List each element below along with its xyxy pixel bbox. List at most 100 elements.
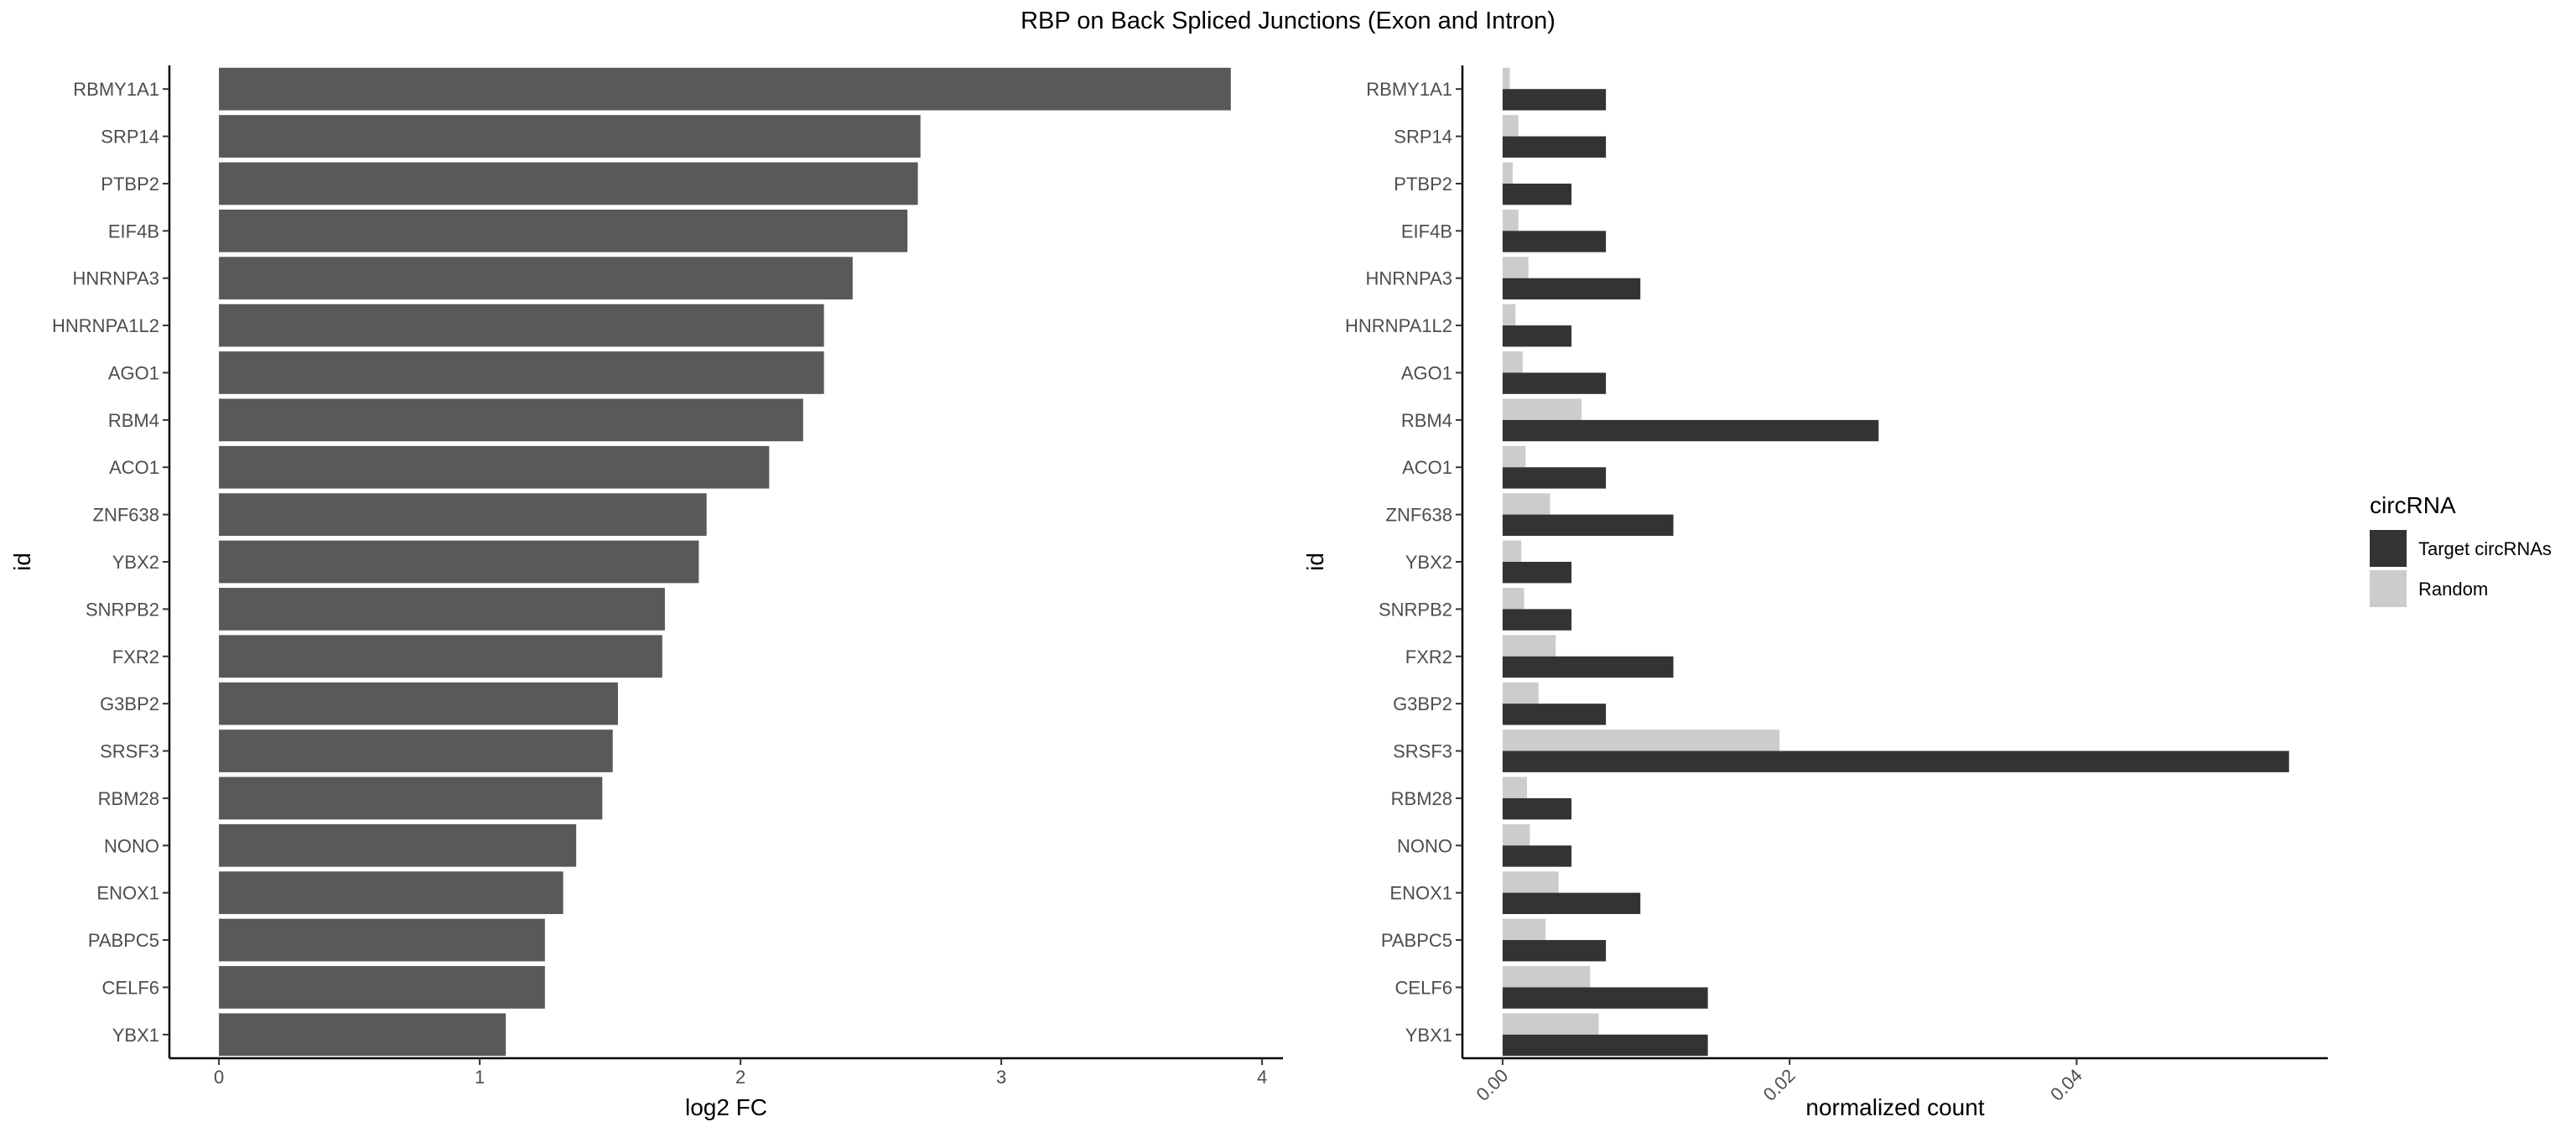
- y-tick-label: SNRPB2: [1379, 599, 1452, 620]
- bar-random-aco1: [1502, 445, 1526, 468]
- legend-title: circRNA: [2370, 492, 2456, 518]
- bar-pabpc5: [219, 918, 545, 962]
- bar-random-snrpb2: [1502, 588, 1524, 610]
- bar-random-g3bp2: [1502, 682, 1539, 704]
- bar-eif4b: [219, 209, 908, 252]
- legend-swatch-target-circrnas: [2370, 530, 2407, 567]
- y-tick-label: CELF6: [102, 977, 159, 998]
- bar-target-srsf3: [1502, 750, 2289, 772]
- bar-target-hnrnpa1l2: [1502, 325, 1572, 347]
- x-tick-label: 0: [214, 1067, 224, 1088]
- y-tick-label: SNRPB2: [86, 599, 159, 620]
- bar-random-nono: [1502, 823, 1530, 846]
- y-tick-label: RBMY1A1: [73, 79, 159, 100]
- y-tick-label: PTBP2: [1394, 174, 1452, 195]
- bar-target-aco1: [1502, 467, 1607, 489]
- bar-target-nono: [1502, 845, 1572, 867]
- x-tick-label: 0.00: [1472, 1065, 1512, 1105]
- bar-random-ago1: [1502, 351, 1523, 373]
- y-tick-label: RBM4: [108, 410, 159, 431]
- bar-target-eif4b: [1502, 231, 1607, 252]
- bar-target-rbm4: [1502, 419, 1879, 442]
- y-tick-label: G3BP2: [1393, 693, 1452, 714]
- y-axis-label: id: [1302, 553, 1328, 571]
- y-tick-label: YBX1: [1405, 1025, 1452, 1046]
- x-tick-label: 2: [735, 1067, 745, 1088]
- y-tick-label: RBMY1A1: [1366, 79, 1452, 100]
- bar-ago1: [219, 351, 824, 394]
- bar-target-g3bp2: [1502, 704, 1607, 725]
- y-tick-label: HNRNPA3: [1365, 268, 1452, 289]
- x-tick-label: 1: [475, 1067, 485, 1088]
- bar-random-eif4b: [1502, 209, 1519, 231]
- bar-target-rbm28: [1502, 797, 1572, 820]
- bar-random-hnrnpa3: [1502, 257, 1529, 278]
- y-tick-label: EIF4B: [1401, 221, 1452, 242]
- legend: circRNA Target circRNAs Random: [2370, 492, 2552, 607]
- y-tick-label: NONO: [104, 835, 159, 856]
- y-tick-label: ENOX1: [96, 883, 159, 904]
- y-tick-label: PTBP2: [101, 174, 159, 195]
- bar-random-enox1: [1502, 871, 1559, 893]
- y-tick-label: YBX2: [112, 552, 159, 573]
- bar-znf638: [219, 493, 707, 536]
- bar-random-ptbp2: [1502, 162, 1513, 184]
- bar-rbmy1a1: [219, 67, 1231, 111]
- y-tick-label: SRSF3: [1393, 741, 1452, 762]
- y-tick-label: HNRNPA3: [72, 268, 159, 289]
- y-tick-label: SRP14: [101, 127, 159, 148]
- bar-target-srp14: [1502, 136, 1607, 158]
- bar-ptbp2: [219, 162, 918, 205]
- log2fc-bar-panel: RBMY1A1 SRP14 PTBP2 EIF4B HNRNPA3 HNRNPA1L2 AG…: [9, 65, 1283, 1120]
- x-tick-label: 0.04: [2046, 1065, 2086, 1105]
- bar-random-znf638: [1502, 493, 1550, 515]
- y-tick-label: HNRNPA1L2: [52, 315, 159, 336]
- bar-rbm28: [219, 776, 603, 820]
- y-tick-label: ENOX1: [1389, 883, 1452, 904]
- chart-title: RBP on Back Spliced Junctions (Exon and …: [1021, 8, 1555, 34]
- y-tick-label: HNRNPA1L2: [1345, 315, 1452, 336]
- y-tick-label: RBM28: [1391, 788, 1452, 809]
- y-tick-label: ZNF638: [1386, 505, 1452, 526]
- bar-target-hnrnpa3: [1502, 278, 1641, 300]
- bar-target-ago1: [1502, 372, 1607, 394]
- bar-random-pabpc5: [1502, 918, 1546, 941]
- y-tick-label: YBX2: [1405, 552, 1452, 573]
- bar-ybx1: [219, 1013, 506, 1057]
- y-tick-label: NONO: [1397, 835, 1452, 856]
- legend-label-random: Random: [2418, 579, 2488, 600]
- bar-random-hnrnpa1l2: [1502, 304, 1516, 326]
- bar-target-ybx2: [1502, 562, 1572, 584]
- bar-random-rbm4: [1502, 398, 1582, 420]
- y-tick-label: PABPC5: [1381, 930, 1452, 951]
- y-tick-label: PABPC5: [88, 930, 159, 951]
- bar-celf6: [219, 966, 545, 1009]
- bar-target-celf6: [1502, 987, 1708, 1009]
- bar-random-ybx2: [1502, 540, 1522, 562]
- bar-random-srp14: [1502, 115, 1519, 137]
- y-tick-label: ACO1: [109, 457, 159, 478]
- bar-target-ptbp2: [1502, 183, 1572, 205]
- bar-random-ybx1: [1502, 1013, 1599, 1035]
- bar-random-fxr2: [1502, 635, 1556, 657]
- normalized-count-bar-panel: RBMY1A1 SRP14 PTBP2 EIF4B HNRNPA3 HNRNPA1L2 AG…: [1302, 65, 2328, 1120]
- bar-target-fxr2: [1502, 656, 1674, 678]
- y-tick-label: G3BP2: [100, 693, 159, 714]
- legend-swatch-random: [2370, 570, 2407, 607]
- y-tick-label: FXR2: [1405, 647, 1452, 667]
- y-axis-label: id: [9, 553, 35, 571]
- bar-target-rbmy1a1: [1502, 89, 1607, 111]
- x-tick-label: 0.02: [1759, 1065, 1800, 1105]
- bar-srp14: [219, 115, 921, 158]
- bar-aco1: [219, 445, 770, 489]
- bar-random-srsf3: [1502, 730, 1780, 751]
- y-tick-label: AGO1: [1401, 362, 1452, 383]
- bar-target-znf638: [1502, 514, 1674, 536]
- y-tick-label: ACO1: [1402, 457, 1452, 478]
- bar-snrpb2: [219, 588, 665, 631]
- bar-hnrnpa1l2: [219, 304, 824, 347]
- y-tick-label: AGO1: [108, 362, 159, 383]
- x-axis-label: normalized count: [1805, 1094, 1984, 1120]
- y-tick-label: CELF6: [1395, 977, 1452, 998]
